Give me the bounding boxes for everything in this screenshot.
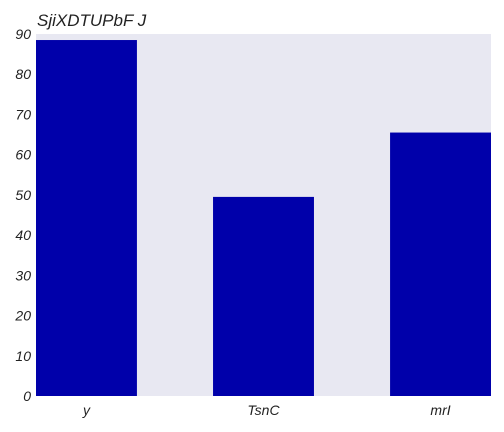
bar-mrI — [390, 132, 491, 397]
x-axis: y TsnC mrI — [82, 402, 451, 418]
x-tick-label: mrI — [430, 402, 450, 418]
y-axis: 0 10 20 30 40 50 60 70 80 90 — [14, 26, 31, 404]
bar-y — [36, 40, 137, 397]
y-tick-label: 30 — [15, 267, 31, 283]
y-tick-label: 80 — [15, 66, 31, 82]
y-tick-label: 10 — [15, 348, 31, 364]
bar-TsnC — [213, 196, 314, 396]
y-tick-label: 0 — [23, 388, 31, 404]
chart-title: SjiXDTUPbF J — [37, 11, 147, 30]
bars-group — [36, 40, 491, 397]
y-tick-label: 20 — [14, 308, 31, 324]
x-tick-label: TsnC — [247, 402, 280, 418]
y-tick-label: 40 — [15, 227, 31, 243]
y-tick-label: 60 — [15, 147, 31, 163]
x-tick-label: y — [82, 402, 91, 418]
y-tick-label: 50 — [15, 187, 31, 203]
y-tick-label: 90 — [15, 26, 31, 42]
y-tick-label: 70 — [15, 106, 31, 122]
